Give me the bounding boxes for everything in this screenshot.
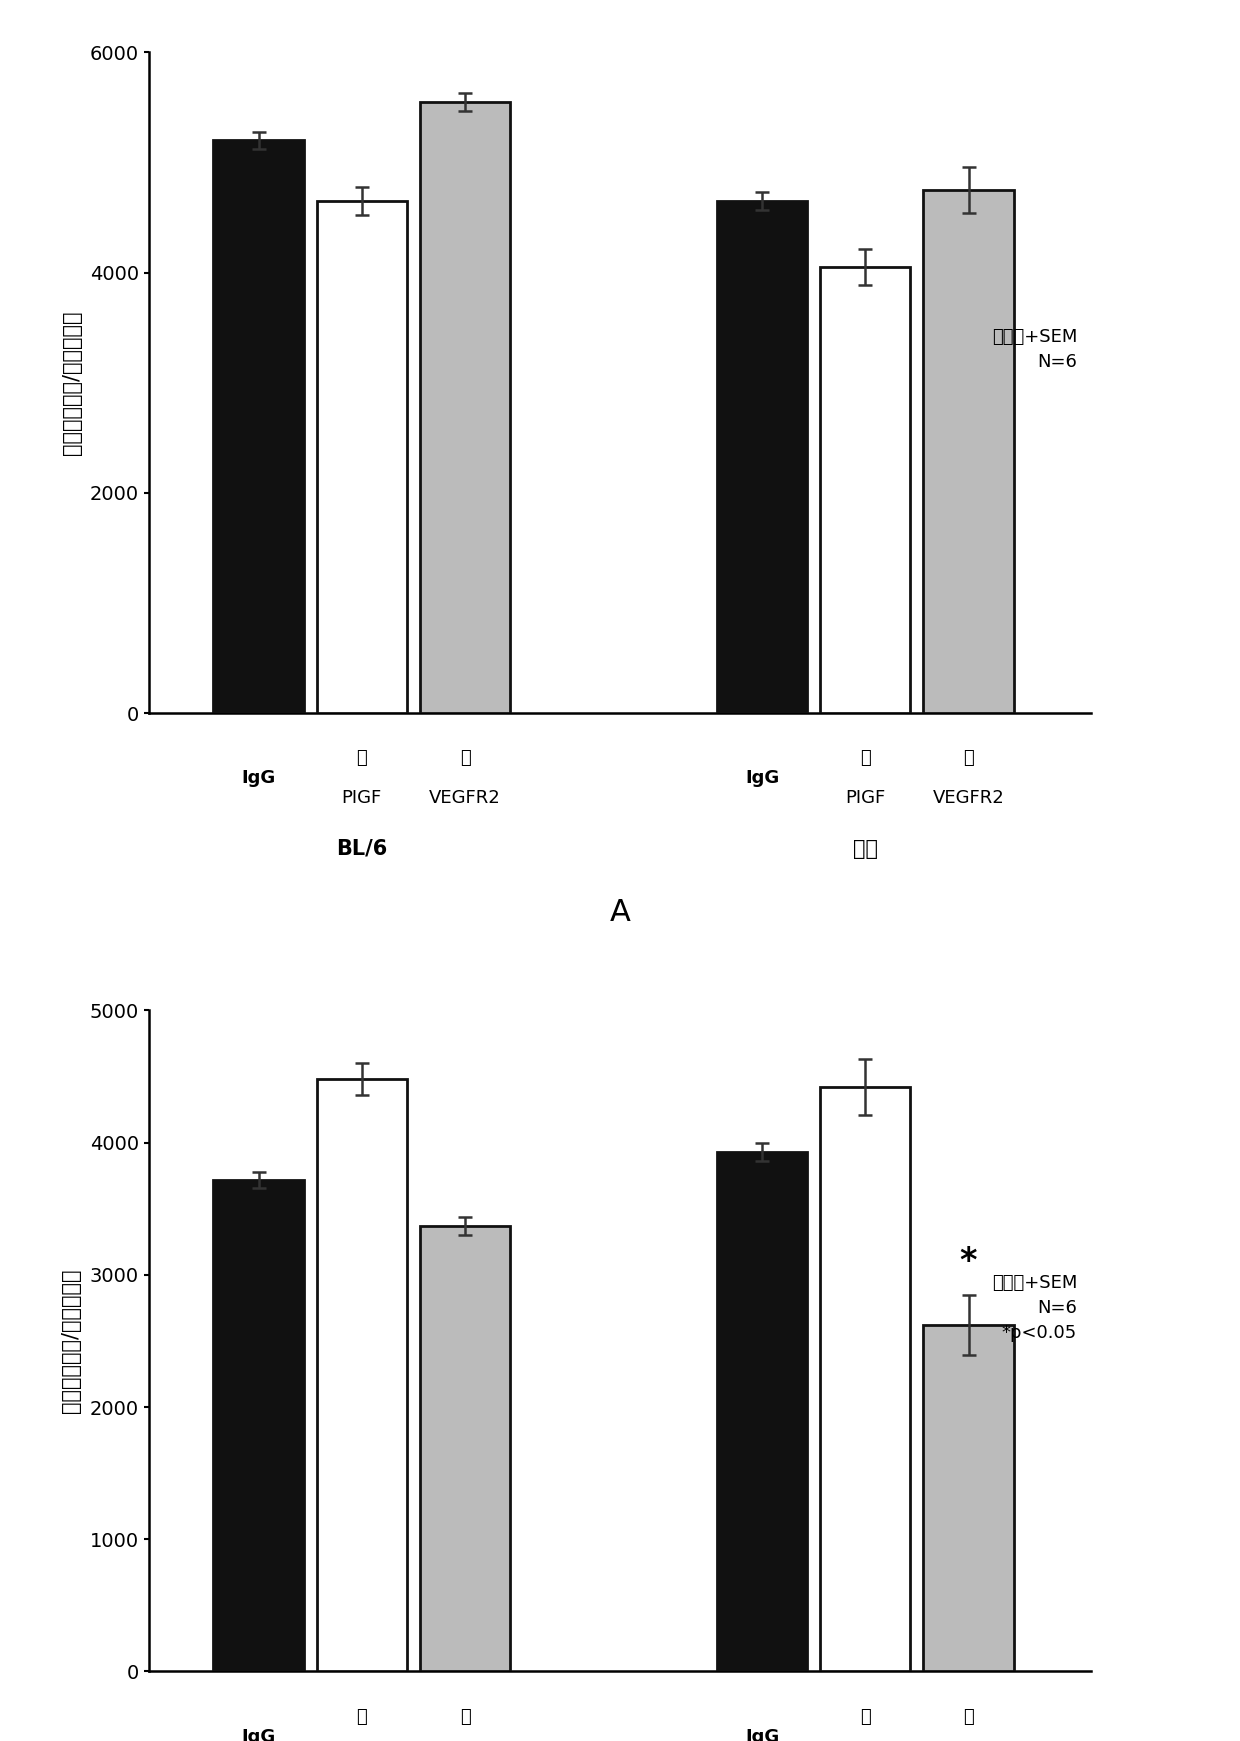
- Text: 抗: 抗: [356, 1708, 367, 1725]
- Bar: [820, 1086, 910, 1671]
- Text: IgG: IgG: [745, 770, 779, 787]
- Text: PIGF: PIGF: [846, 789, 885, 808]
- Bar: [717, 200, 807, 714]
- Bar: [316, 1079, 407, 1671]
- Text: 抗: 抗: [963, 1708, 973, 1725]
- Text: 瑞士: 瑞士: [853, 839, 878, 858]
- Bar: [420, 101, 511, 714]
- Text: 抗: 抗: [963, 749, 973, 768]
- Bar: [316, 200, 407, 714]
- Bar: [213, 141, 304, 714]
- Bar: [420, 1226, 511, 1671]
- Bar: [213, 1180, 304, 1671]
- Bar: [717, 1153, 807, 1671]
- Text: IgG: IgG: [242, 1727, 275, 1741]
- Text: 抗: 抗: [859, 749, 870, 768]
- Text: 平均值+SEM
N=6
*p<0.05: 平均值+SEM N=6 *p<0.05: [992, 1274, 1078, 1342]
- Text: 抗: 抗: [460, 749, 470, 768]
- Text: VEGFR2: VEGFR2: [932, 789, 1004, 808]
- Bar: [924, 190, 1014, 714]
- Text: IgG: IgG: [242, 770, 275, 787]
- Text: 抗: 抗: [356, 749, 367, 768]
- Y-axis label: 神经节细胞数/视网膜区域: 神经节细胞数/视网膜区域: [62, 310, 82, 454]
- Text: 抗: 抗: [460, 1708, 470, 1725]
- Text: PIGF: PIGF: [342, 789, 382, 808]
- Text: IgG: IgG: [745, 1727, 779, 1741]
- Text: 抗: 抗: [859, 1708, 870, 1725]
- Bar: [924, 1325, 1014, 1671]
- Text: VEGFR2: VEGFR2: [429, 789, 501, 808]
- Text: *: *: [960, 1245, 977, 1278]
- Text: 平均值+SEM
N=6: 平均值+SEM N=6: [992, 327, 1078, 371]
- Text: A: A: [610, 898, 630, 928]
- Text: BL/6: BL/6: [336, 839, 387, 858]
- Bar: [820, 266, 910, 714]
- Y-axis label: 神经节细胞数/视网膜区域: 神经节细胞数/视网膜区域: [62, 1269, 82, 1414]
